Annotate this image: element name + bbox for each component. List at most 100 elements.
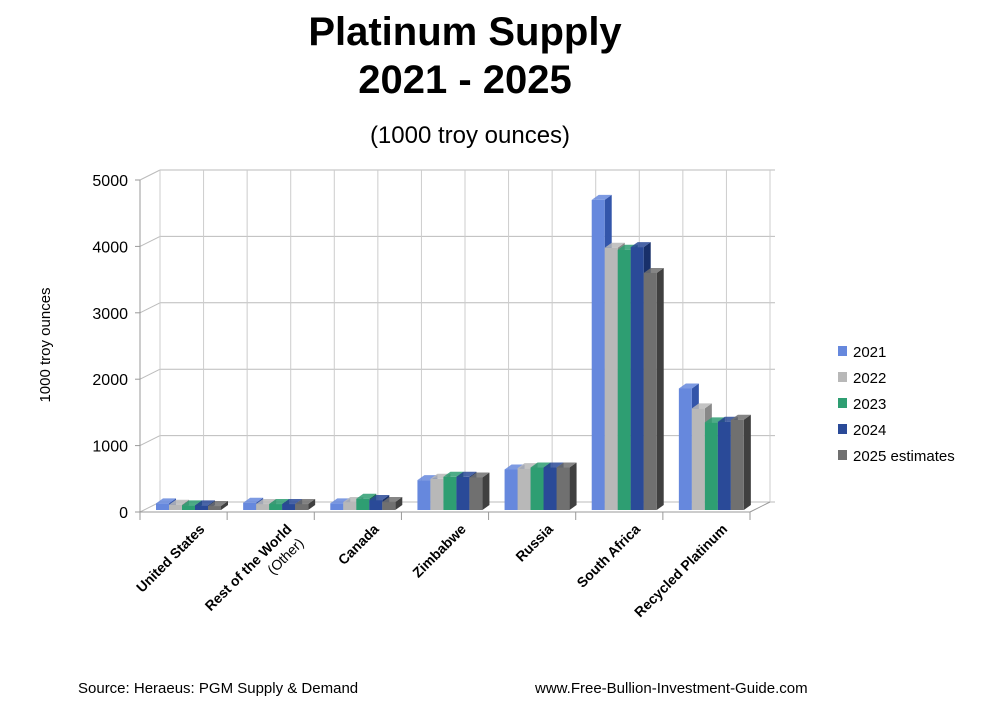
source-note: Source: Heraeus: PGM Supply & Demand (78, 680, 359, 697)
bar-2024 (369, 500, 383, 510)
bar-top (604, 242, 625, 248)
legend-swatch (838, 424, 847, 434)
bar-top (417, 475, 438, 481)
bar-top (504, 464, 525, 470)
x-tick-label: Recycled Platinum (631, 521, 730, 620)
bar-2022 (343, 502, 357, 510)
bar-2025 (382, 502, 396, 510)
bar-top (169, 499, 189, 505)
bar-top (195, 500, 215, 506)
gridline-side (139, 302, 161, 314)
bar-side (482, 472, 490, 510)
x-tick-label: South Africa (573, 521, 643, 591)
bar-2025 (643, 272, 657, 510)
gridline-side (139, 435, 161, 447)
x-tick-label: Russia (512, 521, 556, 565)
bar-2021 (330, 503, 344, 510)
bar-2023 (704, 422, 718, 510)
bar-top (556, 462, 577, 468)
legend-label: 2024 (853, 422, 886, 439)
bar-top (156, 498, 176, 504)
bar-top (295, 499, 316, 505)
chart-subtitle: (1000 troy ounces) (369, 122, 571, 149)
bar-2022 (604, 247, 618, 510)
bar-2024 (195, 505, 208, 510)
bar-2023 (530, 467, 544, 510)
chart-title: Platinum Supply (308, 10, 622, 54)
bar-2025 (730, 419, 744, 510)
bar-side (395, 497, 403, 510)
bar-top (282, 499, 303, 505)
bar-top (517, 463, 538, 469)
bar-side (221, 501, 228, 510)
bar-2021 (678, 388, 692, 510)
bar-top (369, 495, 390, 501)
bar-side (743, 414, 751, 510)
bar-top (591, 194, 612, 200)
bar-top (208, 501, 228, 507)
bar-top (630, 242, 651, 248)
bar-top (717, 416, 738, 422)
y-tick-label: 0 (119, 505, 128, 522)
bar-2021 (591, 199, 605, 511)
bar-top (256, 499, 277, 505)
bar-2021 (156, 503, 169, 510)
bar-top (382, 497, 403, 503)
x-tick-label: United States (133, 521, 208, 596)
legend-label: 2023 (853, 396, 886, 413)
legend-label: 2021 (853, 344, 886, 361)
bar-top (430, 473, 451, 479)
y-tick-label: 3000 (92, 306, 128, 323)
bar-top (330, 498, 351, 504)
gridline-side (139, 235, 161, 247)
bar-top (443, 471, 464, 477)
bar-top (691, 403, 712, 409)
legend-label: 2022 (853, 370, 886, 387)
bar-top (643, 267, 664, 273)
x-tick-label: Zimbabwe (409, 521, 469, 581)
bar-top (456, 471, 477, 477)
bar-2024 (630, 247, 644, 510)
y-tick-label: 1000 (92, 439, 128, 456)
bar-2023 (356, 498, 370, 510)
bar-2022 (691, 408, 705, 510)
gridline-side (139, 368, 161, 380)
bar-2024 (282, 504, 296, 510)
bar-top (269, 499, 290, 505)
bar-top (678, 383, 699, 389)
bar-side (656, 267, 664, 510)
bar-top (243, 497, 264, 503)
bar-2025 (469, 477, 483, 510)
bar-2024 (717, 421, 731, 510)
bar-2023 (443, 476, 457, 510)
bar-2023 (269, 504, 283, 510)
y-axis-label: 1000 troy ounces (37, 287, 54, 402)
bar-2023 (617, 249, 631, 510)
bar-top (704, 417, 725, 423)
bar-top (530, 462, 551, 468)
legend-swatch (838, 346, 847, 356)
bar-side (308, 499, 316, 510)
bar-top (356, 493, 377, 499)
y-tick-label: 4000 (92, 239, 128, 256)
bar-2025 (295, 504, 309, 510)
bar-2023 (182, 505, 195, 510)
bar-top (543, 462, 564, 468)
legend-swatch (838, 398, 847, 408)
bar-2022 (169, 504, 182, 510)
bar-2025 (208, 506, 221, 510)
y-tick-label: 2000 (92, 372, 128, 389)
legend-label: 2025 estimates (853, 448, 955, 465)
bar-top (730, 414, 751, 420)
bar-2021 (417, 480, 431, 510)
bar-2022 (517, 468, 531, 510)
legend-swatch (838, 450, 847, 460)
website-link[interactable]: www.Free-Bullion-Investment-Guide.com (535, 680, 808, 697)
chart-title-years: 2021 - 2025 (358, 58, 572, 102)
bar-2025 (556, 467, 570, 510)
bar-2022 (256, 504, 270, 510)
bar-2024 (456, 476, 470, 510)
y-tick-label: 5000 (92, 173, 128, 190)
